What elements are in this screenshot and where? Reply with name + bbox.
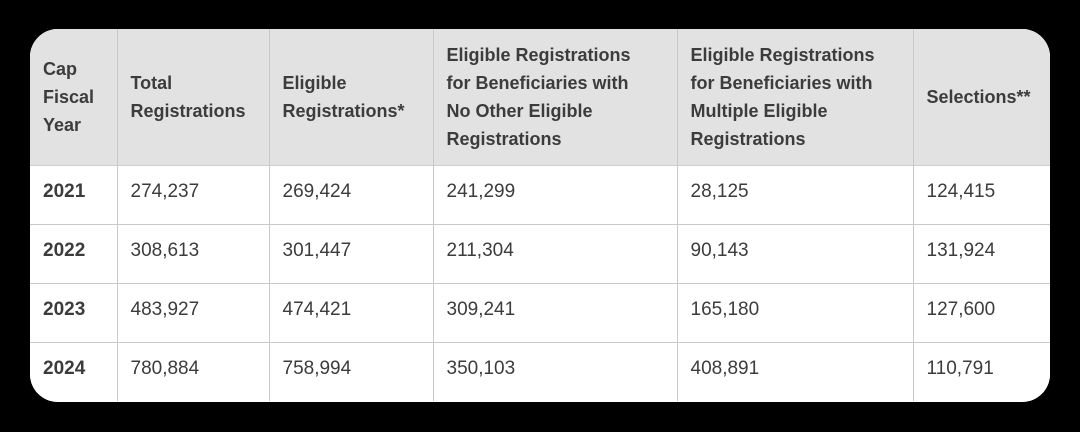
table-row: 2023 483,927 474,421 309,241 165,180 127… bbox=[30, 283, 1050, 343]
cell-no-other-eligible: 350,103 bbox=[433, 342, 678, 401]
cell-total-registrations: 483,927 bbox=[117, 283, 270, 343]
cell-multiple-eligible: 90,143 bbox=[677, 224, 914, 284]
column-header-cap-fiscal-year: Cap Fiscal Year bbox=[30, 29, 118, 166]
cell-total-registrations: 780,884 bbox=[117, 342, 270, 401]
table-row: 2021 274,237 269,424 241,299 28,125 124,… bbox=[30, 165, 1050, 225]
cell-no-other-eligible: 309,241 bbox=[433, 283, 678, 343]
cell-no-other-eligible: 241,299 bbox=[433, 165, 678, 225]
column-header-selections: Selections** bbox=[913, 29, 1050, 166]
cell-year: 2021 bbox=[30, 165, 118, 225]
column-header-eligible-registrations: Eligible Registrations* bbox=[269, 29, 434, 166]
cell-selections: 124,415 bbox=[913, 165, 1050, 225]
cell-no-other-eligible: 211,304 bbox=[433, 224, 678, 284]
cell-eligible-registrations: 474,421 bbox=[269, 283, 434, 343]
cell-multiple-eligible: 165,180 bbox=[677, 283, 914, 343]
cell-multiple-eligible: 408,891 bbox=[677, 342, 914, 401]
cell-multiple-eligible: 28,125 bbox=[677, 165, 914, 225]
column-header-multiple-eligible: Eligible Registrations for Beneficiaries… bbox=[677, 29, 914, 166]
registration-table: Cap Fiscal Year Total Registrations Elig… bbox=[30, 29, 1050, 401]
cell-year: 2022 bbox=[30, 224, 118, 284]
table-row: 2024 780,884 758,994 350,103 408,891 110… bbox=[30, 342, 1050, 401]
cell-selections: 127,600 bbox=[913, 283, 1050, 343]
cell-eligible-registrations: 269,424 bbox=[269, 165, 434, 225]
table-row: 2022 308,613 301,447 211,304 90,143 131,… bbox=[30, 224, 1050, 284]
cell-year: 2024 bbox=[30, 342, 118, 401]
cell-selections: 110,791 bbox=[913, 342, 1050, 401]
cell-eligible-registrations: 758,994 bbox=[269, 342, 434, 401]
cell-total-registrations: 274,237 bbox=[117, 165, 270, 225]
cell-total-registrations: 308,613 bbox=[117, 224, 270, 284]
cell-year: 2023 bbox=[30, 283, 118, 343]
cell-eligible-registrations: 301,447 bbox=[269, 224, 434, 284]
cell-selections: 131,924 bbox=[913, 224, 1050, 284]
column-header-no-other-eligible: Eligible Registrations for Beneficiaries… bbox=[433, 29, 678, 166]
column-header-total-registrations: Total Registrations bbox=[117, 29, 270, 166]
header-row: Cap Fiscal Year Total Registrations Elig… bbox=[30, 29, 1050, 166]
registration-table-card: Cap Fiscal Year Total Registrations Elig… bbox=[30, 29, 1050, 402]
